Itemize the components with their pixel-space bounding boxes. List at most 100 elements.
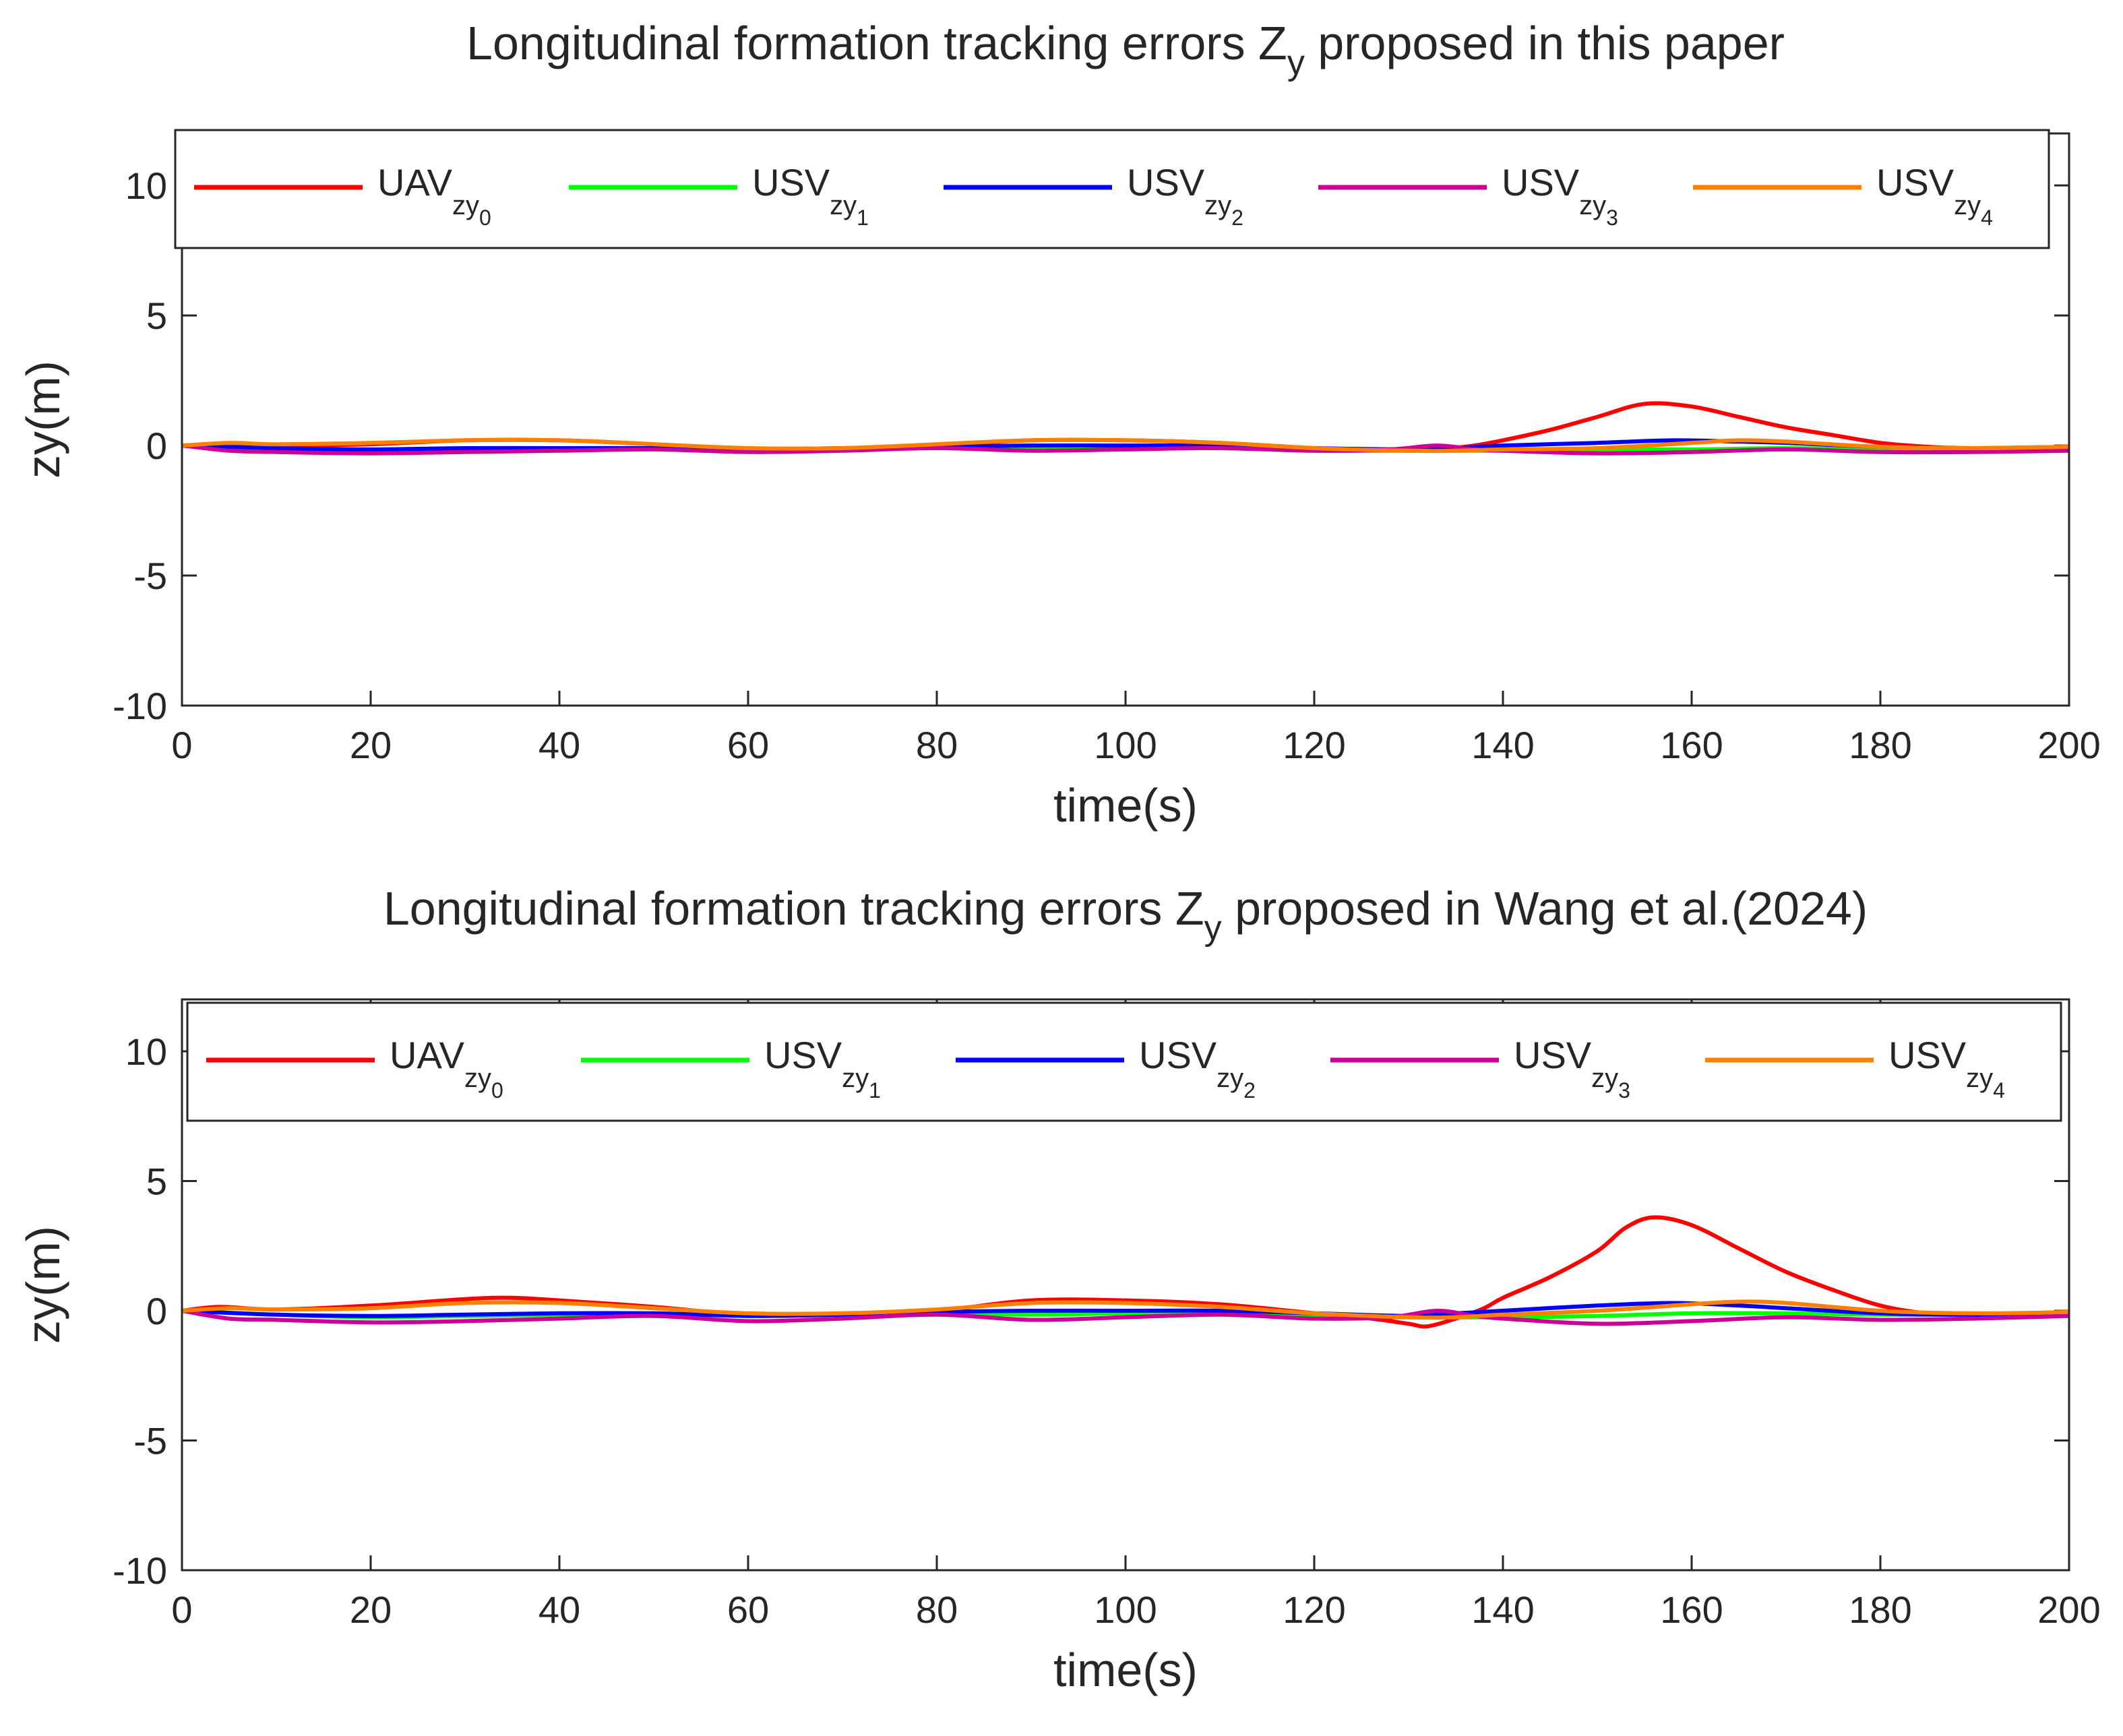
legend-name: USV	[1876, 161, 1955, 204]
legend-label: UAVzy0	[377, 161, 491, 230]
x-tick-label: 140	[1471, 1588, 1534, 1631]
x-tick-label: 80	[916, 1588, 958, 1631]
legend-label: USVzy2	[1139, 1034, 1256, 1103]
y-tick-label: 10	[125, 1030, 167, 1073]
legend-label: USVzy4	[1876, 161, 1993, 230]
chart-title: Longitudinal formation tracking errors Z…	[466, 17, 1785, 82]
legend-item: UAVzy0	[194, 161, 491, 230]
x-tick-label: 140	[1471, 724, 1534, 766]
legend-item: USVzy4	[1693, 161, 1993, 230]
legend-name: USV	[1888, 1034, 1967, 1076]
legend-item: USVzy4	[1705, 1034, 2005, 1103]
series-line-usv-3	[182, 1308, 2069, 1326]
series-line-usv-3	[182, 443, 2069, 456]
chart-title: Longitudinal formation tracking errors Z…	[383, 882, 1868, 948]
series-line-usv-4	[182, 437, 2069, 454]
x-tick-label: 200	[2037, 1588, 2100, 1631]
x-tick-label: 100	[1094, 1588, 1157, 1631]
legend-name: USV	[1127, 161, 1205, 204]
x-tick-label: 60	[727, 1588, 769, 1631]
x-tick-label: 200	[2037, 724, 2100, 766]
y-tick-label: 0	[146, 425, 167, 467]
legend-subscript: zy	[1591, 1063, 1618, 1093]
axes-box	[181, 998, 2070, 1572]
legend-item: USVzy2	[944, 161, 1243, 230]
legend-label: UAVzy0	[390, 1034, 503, 1103]
chart-title-suffix: proposed in Wang et al.(2024)	[1222, 882, 1868, 935]
legend-item: USVzy1	[581, 1034, 881, 1103]
x-tick-label: 160	[1660, 1588, 1723, 1631]
legend-label: USVzy3	[1514, 1034, 1630, 1103]
legend-subsubscript: 0	[479, 206, 491, 230]
legend-label: USVzy2	[1127, 161, 1243, 230]
legend-label: USVzy1	[764, 1034, 881, 1103]
legend-item: USVzy1	[569, 161, 869, 230]
legend-subscript: zy	[1966, 1063, 1993, 1093]
series-line-usv-2	[182, 1301, 2069, 1318]
legend-subsubscript: 4	[1993, 1078, 2005, 1103]
legend-subscript: zy	[1217, 1063, 1243, 1093]
legend-name: USV	[1502, 161, 1580, 204]
y-tick-label: 0	[146, 1290, 167, 1332]
legend-label: USVzy1	[752, 161, 869, 230]
series-group	[182, 401, 2069, 456]
x-tick-label: 0	[171, 724, 192, 766]
y-tick-label: 5	[146, 1160, 167, 1203]
legend-subscript: zy	[1954, 191, 1981, 220]
series-group	[182, 1215, 2069, 1329]
legend-subsubscript: 0	[491, 1078, 503, 1103]
legend-name: UAV	[390, 1034, 465, 1076]
legend-name: UAV	[377, 161, 453, 204]
y-tick-label: -5	[133, 555, 167, 597]
chart-2: Longitudinal formation tracking errors Z…	[17, 882, 2101, 1696]
legend-label: USVzy4	[1888, 1034, 2005, 1103]
legend-item: UAVzy0	[206, 1034, 503, 1103]
x-tick-label: 60	[727, 724, 769, 766]
legend-name: USV	[764, 1034, 842, 1076]
x-tick-label: 40	[539, 724, 580, 766]
y-tick-label: 5	[146, 294, 167, 337]
legend-subsubscript: 1	[857, 206, 869, 230]
x-tick-label: 20	[350, 1588, 392, 1631]
chart-title-main: Longitudinal formation tracking errors Z	[383, 882, 1204, 935]
series-line-usv-4	[182, 1299, 2069, 1320]
x-tick-label: 20	[350, 724, 392, 766]
x-tick-label: 120	[1283, 724, 1345, 766]
y-tick-label: -5	[133, 1420, 167, 1462]
legend-item: USVzy3	[1318, 161, 1618, 230]
x-axis-label: time(s)	[1053, 779, 1198, 832]
legend-subscript: zy	[1204, 191, 1231, 220]
legend-subscript: zy	[1579, 191, 1606, 220]
x-tick-label: 120	[1283, 1588, 1345, 1631]
x-tick-label: 180	[1849, 1588, 1911, 1631]
legend-name: USV	[1514, 1034, 1592, 1076]
x-tick-label: 160	[1660, 724, 1723, 766]
y-tick-label: 10	[125, 164, 167, 207]
chart-title-main: Longitudinal formation tracking errors Z	[466, 17, 1287, 69]
x-tick-label: 180	[1849, 724, 1911, 766]
chart-1: Longitudinal formation tracking errors Z…	[17, 17, 2101, 832]
legend-subsubscript: 4	[1981, 206, 1993, 230]
legend-subsubscript: 2	[1243, 1078, 1256, 1103]
chart-title-suffix: proposed in this paper	[1305, 17, 1785, 69]
legend-subsubscript: 3	[1618, 1078, 1630, 1103]
legend-subscript: zy	[842, 1063, 869, 1093]
x-tick-label: 40	[539, 1588, 580, 1631]
legend-subscript: zy	[452, 191, 479, 220]
legend-subscript: zy	[830, 191, 857, 220]
x-axis-label: time(s)	[1053, 1644, 1198, 1696]
chart-title-subscript: y	[1287, 43, 1305, 82]
legend-subsubscript: 2	[1231, 206, 1243, 230]
chart-title-subscript: y	[1204, 908, 1222, 948]
legend-subsubscript: 1	[869, 1078, 881, 1103]
y-axis-label: zy(m)	[17, 361, 69, 478]
y-axis-label: zy(m)	[17, 1226, 69, 1344]
y-tick-label: -10	[113, 685, 167, 727]
legend-name: USV	[1139, 1034, 1217, 1076]
x-tick-label: 80	[916, 724, 958, 766]
x-tick-label: 0	[171, 1588, 192, 1631]
legend-subscript: zy	[464, 1063, 491, 1093]
legend-item: USVzy2	[956, 1034, 1256, 1103]
